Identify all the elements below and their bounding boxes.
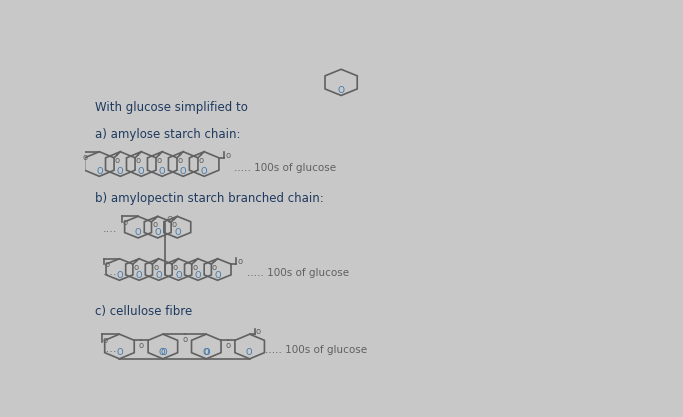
Text: ....: .... (102, 224, 117, 234)
Text: o: o (133, 263, 139, 271)
Text: O: O (246, 348, 252, 357)
Text: b) amylopectin starch branched chain:: b) amylopectin starch branched chain: (95, 192, 324, 205)
Text: o: o (136, 156, 141, 165)
Text: o: o (153, 263, 158, 271)
Text: O: O (136, 271, 143, 279)
Text: o: o (225, 342, 231, 350)
Text: o: o (104, 260, 109, 269)
Text: O: O (202, 348, 209, 357)
Text: c) cellulose fibre: c) cellulose fibre (95, 305, 192, 318)
Text: With glucose simplified to: With glucose simplified to (95, 101, 247, 114)
Text: O: O (201, 166, 208, 176)
Text: O: O (214, 271, 221, 279)
Text: O: O (117, 166, 124, 176)
Text: O: O (174, 228, 180, 237)
Text: O: O (138, 166, 145, 176)
Text: ....: .... (102, 267, 117, 277)
Text: O: O (180, 166, 186, 176)
Text: O: O (337, 86, 345, 95)
Text: O: O (154, 228, 161, 237)
Text: ....: .... (102, 344, 117, 354)
Text: o: o (103, 336, 108, 345)
Text: o: o (156, 156, 162, 165)
Text: ..... 100s of glucose: ..... 100s of glucose (265, 344, 367, 354)
Text: O: O (117, 348, 124, 357)
Text: o: o (237, 257, 242, 266)
Text: O: O (96, 166, 102, 176)
Text: o: o (123, 218, 128, 227)
Text: O: O (204, 348, 210, 357)
Text: O: O (195, 271, 201, 279)
Text: o: o (178, 156, 182, 165)
Text: o: o (212, 263, 217, 271)
Text: O: O (175, 271, 182, 279)
Text: O: O (135, 228, 141, 237)
Text: a) amylose starch chain:: a) amylose starch chain: (95, 128, 240, 141)
Text: o: o (173, 263, 178, 271)
Text: O: O (159, 166, 165, 176)
Text: o: o (115, 156, 120, 165)
Text: o: o (139, 342, 143, 350)
Text: ..... 100s of glucose: ..... 100s of glucose (234, 163, 337, 173)
Text: o: o (193, 263, 197, 271)
Text: o: o (199, 156, 204, 165)
Text: o: o (182, 335, 187, 344)
Text: O: O (116, 271, 123, 279)
Text: O: O (156, 271, 162, 279)
Text: o: o (225, 151, 230, 160)
Text: O: O (161, 348, 167, 357)
Text: O: O (167, 216, 173, 225)
Text: ..... 100s of glucose: ..... 100s of glucose (247, 269, 348, 278)
Text: O: O (158, 348, 165, 357)
Text: o: o (256, 327, 261, 336)
Text: o: o (171, 220, 177, 229)
Text: o: o (152, 220, 157, 229)
Text: o: o (83, 153, 88, 162)
